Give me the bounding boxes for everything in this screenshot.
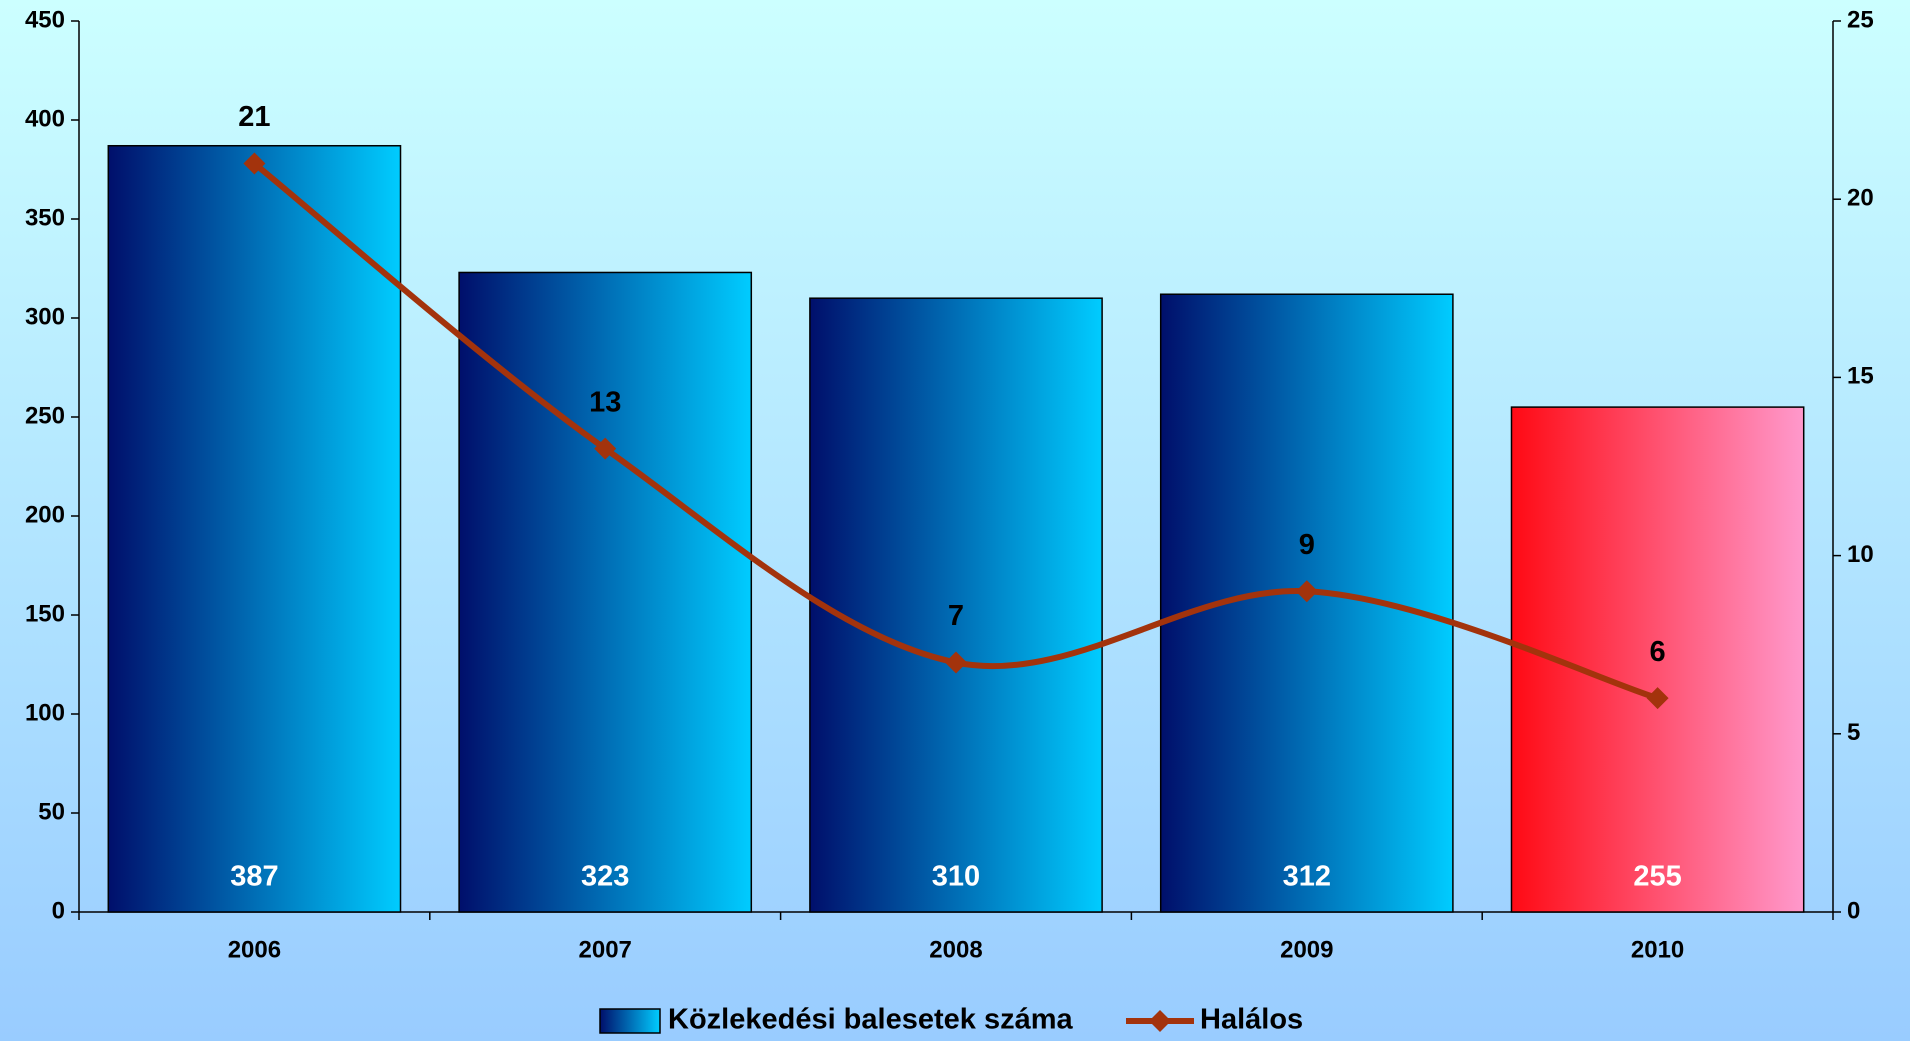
- line-marker: [1646, 687, 1669, 710]
- bar: [809, 297, 1103, 913]
- legend-label: Halálos: [1200, 1004, 1303, 1036]
- y2-tick-label: 5: [1847, 719, 1860, 746]
- y-tick-label: 200: [25, 501, 65, 528]
- line-marker: [945, 651, 967, 674]
- line-value-label: 6: [1650, 636, 1666, 668]
- x-tick-label: 2010: [1631, 936, 1684, 963]
- bar-value-label: 387: [230, 861, 278, 893]
- y-tick-label: 450: [25, 6, 65, 33]
- bar: [1159, 293, 1454, 913]
- x-tick-label: 2006: [228, 936, 281, 963]
- line-marker: [243, 152, 266, 175]
- line-value-label: 13: [589, 386, 621, 418]
- line-value-label: 9: [1299, 529, 1315, 561]
- y-tick-label: 50: [38, 798, 65, 825]
- y2-tick-label: 25: [1847, 6, 1874, 33]
- line-value-label: 7: [948, 600, 964, 632]
- bar-value-label: 255: [1633, 861, 1681, 893]
- bar: [458, 271, 753, 913]
- y2-tick-label: 0: [1847, 897, 1860, 924]
- x-tick-label: 2007: [579, 936, 632, 963]
- legend-label: Közlekedési balesetek száma: [668, 1004, 1073, 1036]
- x-tick-label: 2009: [1280, 936, 1333, 963]
- y-tick-label: 100: [25, 699, 65, 726]
- y-tick-label: 350: [25, 204, 65, 231]
- y-tick-label: 250: [25, 402, 65, 429]
- y2-tick-label: 10: [1847, 541, 1874, 568]
- y-tick-label: 150: [25, 600, 65, 627]
- y2-tick-label: 15: [1847, 363, 1874, 390]
- y-tick-label: 300: [25, 303, 65, 330]
- y-tick-label: 400: [25, 105, 65, 132]
- bar: [107, 144, 402, 913]
- line-marker: [1295, 580, 1318, 603]
- line-value-label: 21: [238, 101, 270, 133]
- y2-tick-label: 20: [1847, 185, 1874, 212]
- line-marker: [594, 437, 617, 460]
- x-tick-label: 2008: [929, 936, 982, 963]
- bar-value-label: 323: [581, 861, 629, 893]
- bar-value-label: 312: [1283, 861, 1331, 893]
- legend-swatch: [599, 1008, 661, 1034]
- y-tick-label: 0: [52, 897, 65, 924]
- legend: Közlekedési balesetek száma Halálos: [599, 1004, 1303, 1036]
- bar-value-label: 310: [932, 861, 980, 893]
- legend-marker: [1149, 1010, 1171, 1032]
